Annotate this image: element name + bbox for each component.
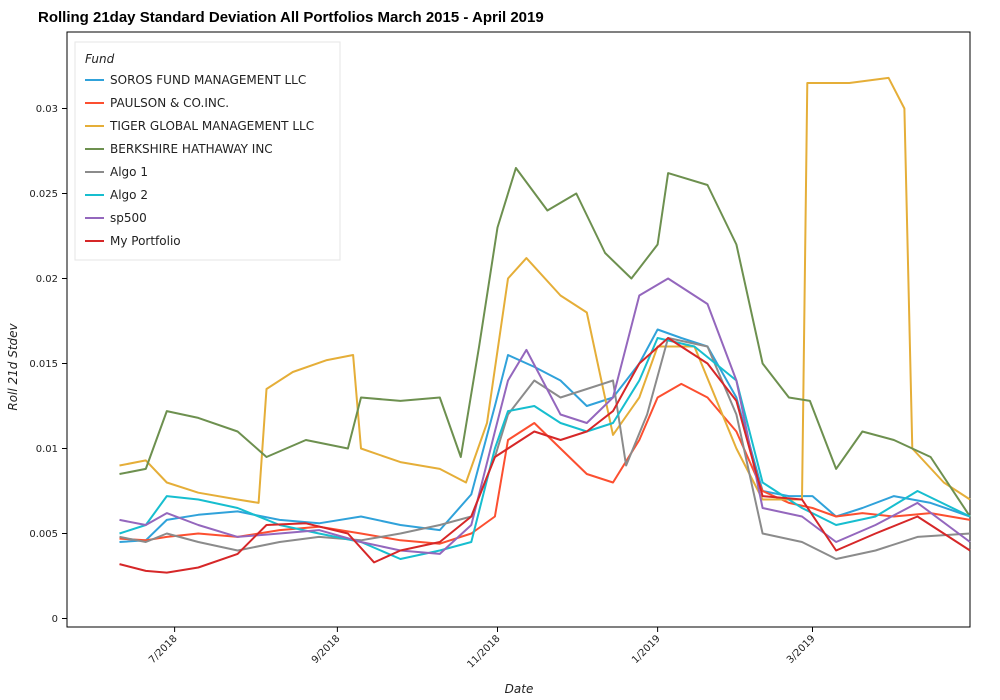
legend-box (74, 41, 341, 261)
plot-frame (66, 31, 971, 628)
series-line-4 (119, 167, 971, 518)
legend-label: TIGER GLOBAL MANAGEMENT LLC (109, 119, 314, 133)
axes (66, 31, 971, 628)
series-line-8 (119, 337, 971, 574)
y-tick-label: 0 (52, 614, 58, 625)
x-axis-ticks: 7/2018 9/2018 11/2018 1/2019 3/2019 (147, 627, 818, 670)
series-line-7 (119, 277, 971, 555)
legend-label: Algo 1 (110, 165, 148, 179)
legend-label: SOROS FUND MANAGEMENT LLC (110, 73, 306, 87)
y-axis-ticks: 0 0.005 0.01 0.015 0.02 0.025 0.03 (29, 104, 67, 625)
legend-label: sp500 (110, 211, 147, 225)
legend-label: PAULSON & CO.INC. (110, 96, 229, 110)
y-tick-label: 0.015 (29, 359, 58, 370)
chart-title: Rolling 21day Standard Deviation All Por… (38, 9, 544, 26)
y-tick-label: 0.01 (36, 444, 58, 455)
x-tick-label: 1/2019 (630, 633, 663, 666)
series-line-5 (119, 337, 971, 560)
legend-label: Algo 2 (110, 188, 148, 202)
x-tick-label: 9/2018 (310, 633, 343, 666)
legend-label: BERKSHIRE HATHAWAY INC (110, 142, 273, 156)
x-tick-label: 11/2018 (465, 633, 502, 670)
y-axis-title: Roll 21d Stdev (6, 322, 20, 410)
x-axis-title: Date (505, 682, 534, 696)
legend-label: My Portfolio (110, 234, 181, 248)
y-tick-label: 0.03 (36, 104, 58, 115)
x-tick-label: 3/2019 (785, 633, 818, 666)
series-line-6 (119, 337, 971, 560)
legend-items: SOROS FUND MANAGEMENT LLC PAULSON & CO.IN… (85, 73, 314, 248)
series-line-3 (119, 76, 971, 504)
x-tick-label: 7/2018 (147, 633, 180, 666)
legend-title: Fund (85, 52, 115, 66)
y-tick-label: 0.025 (29, 189, 58, 200)
series-line-2 (119, 382, 971, 545)
legend: Fund SOROS FUND MANAGEMENT LLC PAULSON & … (74, 41, 341, 261)
y-tick-label: 0.005 (29, 529, 58, 540)
y-tick-label: 0.02 (36, 274, 58, 285)
series-lines (119, 76, 971, 574)
